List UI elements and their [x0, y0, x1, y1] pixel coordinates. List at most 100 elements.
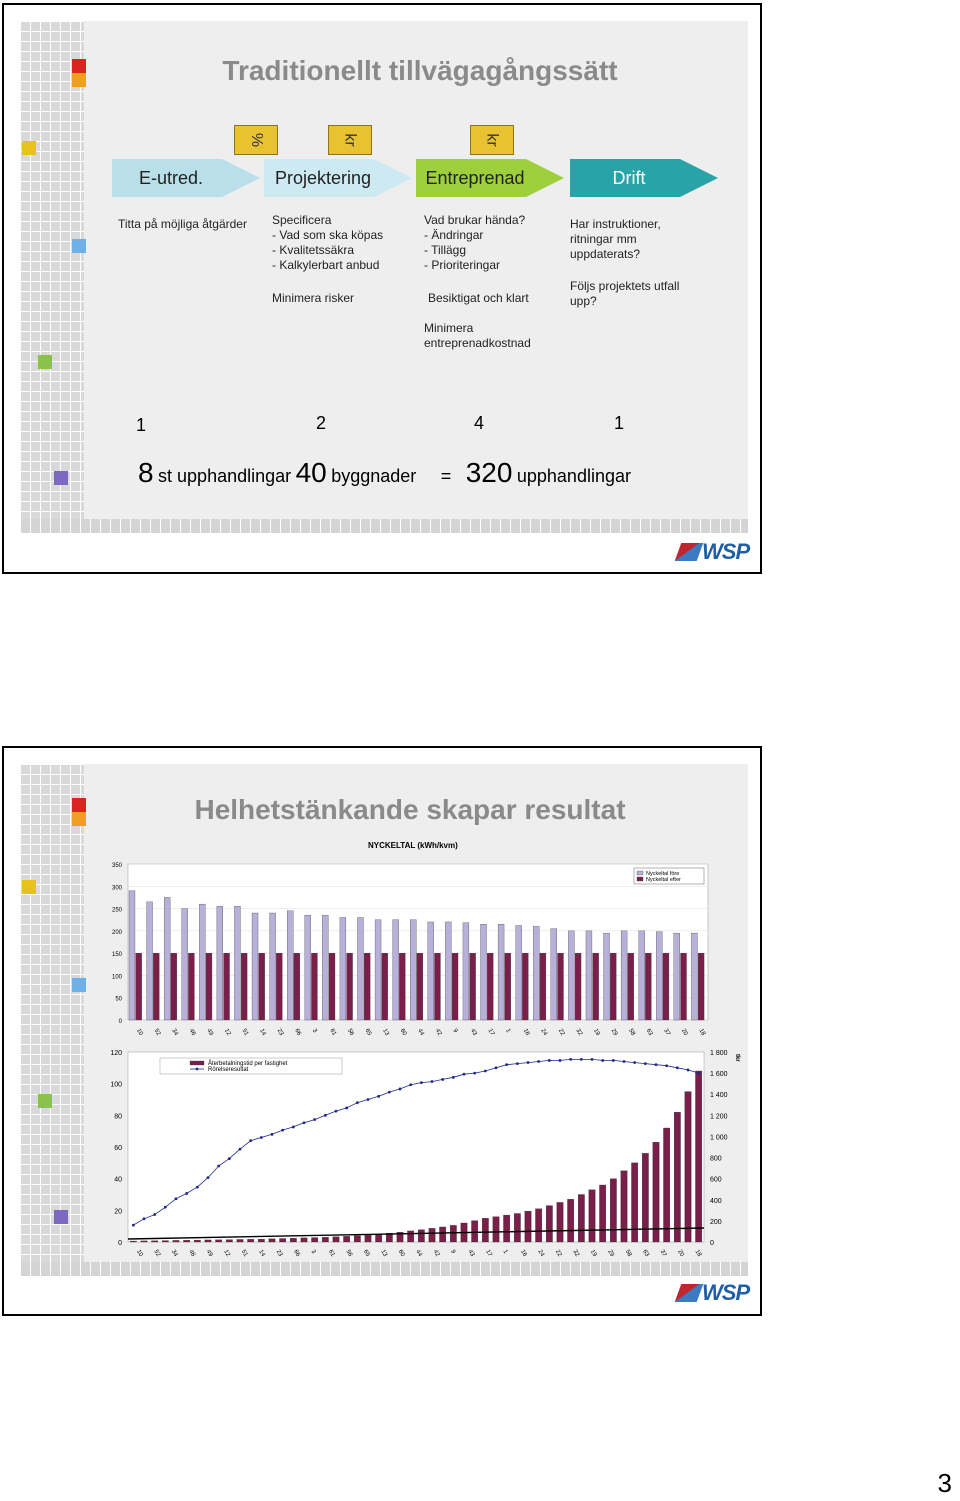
bar — [481, 1218, 489, 1243]
bar — [434, 952, 441, 1021]
percent-tag: % — [234, 125, 278, 155]
decorative-grid — [20, 21, 84, 533]
bar — [524, 1210, 532, 1243]
x-tick-label: 29 — [606, 1249, 615, 1258]
x-tick-label: 19 — [589, 1249, 598, 1258]
legend-box — [633, 867, 705, 885]
page-number: 3 — [937, 1468, 952, 1498]
x-tick-label: 23 — [276, 1028, 285, 1037]
x-tick-label: 24 — [539, 1028, 548, 1037]
bar — [522, 952, 529, 1021]
x-tick-label: 56 — [344, 1249, 353, 1258]
legend-label: Nyckeltal efter — [646, 877, 681, 883]
x-tick-label: 14 — [257, 1249, 266, 1258]
drift-text: Har instruktioner, ritningar mm uppdater… — [570, 217, 661, 261]
bar — [609, 1178, 617, 1243]
nyckeltal-chart: NYCKELTAL (kWh/kvm) 350 300 250 200 150 100 50 0… — [112, 841, 709, 1037]
bar — [599, 1184, 607, 1243]
x-tick-label: 44 — [416, 1028, 425, 1037]
bar — [515, 925, 522, 1021]
kr-tag: kr — [470, 125, 514, 155]
bar — [445, 921, 452, 1021]
x-tick-label: 46 — [187, 1249, 196, 1258]
bar — [332, 1236, 340, 1243]
y-tick-label-left: 60 — [114, 1145, 122, 1152]
bar — [513, 1213, 521, 1243]
bar — [279, 1238, 287, 1243]
bar — [161, 1240, 169, 1243]
x-tick-label: 24 — [536, 1249, 545, 1258]
slide-1-canvas: Traditionellt tillvägagångssätt % kr kr … — [20, 21, 748, 533]
x-tick-label: 22 — [554, 1249, 563, 1258]
decorative-grid-bottom — [20, 1262, 748, 1276]
x-tick-label: 19 — [592, 1028, 601, 1037]
bar — [364, 952, 371, 1021]
x-tick-label: 52 — [152, 1249, 161, 1258]
slide-1: Traditionellt tillvägagångssätt % kr kr … — [2, 3, 762, 574]
count-e-utred: 1 — [136, 415, 147, 435]
bar — [631, 1162, 639, 1243]
y-tick-label-right: 800 — [710, 1156, 722, 1163]
bar — [364, 1234, 372, 1243]
x-tick-label: 10 — [135, 1028, 144, 1037]
decorative-grid-bottom — [20, 519, 748, 533]
x-tick-label: 46 — [188, 1028, 197, 1037]
x-tick-label: 3 — [310, 1249, 317, 1255]
bar — [311, 1237, 319, 1243]
y-tick-label-right: 200 — [710, 1219, 722, 1226]
drift-followup-text: Följs projektets utfall upp? — [570, 279, 680, 308]
purple-square — [54, 1210, 68, 1224]
bar — [673, 932, 680, 1021]
eq-number: 40 — [295, 457, 327, 488]
x-tick-label: 65 — [362, 1249, 371, 1258]
y-tick-label: 200 — [112, 930, 123, 936]
orange-square — [72, 73, 86, 87]
bar — [236, 1239, 244, 1243]
y-tick-label-right: 1 800 — [710, 1050, 728, 1057]
purple-square — [54, 471, 68, 485]
x-tick-label: 17 — [484, 1249, 493, 1258]
y-tick-label-left: 20 — [114, 1208, 122, 1215]
x-tick-label: 34 — [170, 1028, 179, 1037]
bar — [188, 952, 195, 1021]
y-tick-label-right: 1 600 — [710, 1071, 728, 1078]
y-tick-label: 250 — [112, 908, 123, 914]
bar — [215, 1239, 223, 1243]
bar — [375, 1233, 383, 1243]
phase-entreprenad: Entreprenad — [416, 159, 564, 197]
blue-square — [72, 978, 86, 992]
x-tick-label: 18 — [697, 1028, 706, 1037]
plot-area — [127, 1051, 705, 1243]
right-axis-unit: tkr — [734, 1054, 740, 1062]
x-tick-label: 3 — [311, 1028, 318, 1034]
bar — [287, 910, 294, 1021]
bar — [225, 1239, 233, 1243]
bar — [695, 1070, 703, 1243]
wsp-logo: WSP — [674, 1280, 750, 1306]
bar — [550, 928, 557, 1021]
x-tick-label: 63 — [641, 1249, 650, 1258]
wsp-logo-mark — [674, 1284, 704, 1302]
bar — [691, 932, 698, 1021]
bar — [568, 930, 575, 1021]
trend-line — [127, 1227, 705, 1240]
bar — [172, 1240, 180, 1243]
bar — [146, 901, 153, 1021]
bar — [151, 1240, 159, 1243]
slide-title: Traditionellt tillvägagångssätt — [222, 55, 618, 86]
x-tick-label: 51 — [240, 1249, 249, 1258]
x-tick-label: 52 — [153, 1028, 162, 1037]
bar — [449, 1225, 457, 1243]
bar — [462, 922, 470, 1021]
red-square — [72, 59, 86, 73]
bar — [497, 924, 505, 1021]
bar — [469, 952, 476, 1021]
bar — [663, 1127, 671, 1243]
x-tick-label: 23 — [275, 1249, 284, 1258]
x-tick-label: 61 — [328, 1028, 337, 1037]
bar — [170, 952, 177, 1021]
bar — [293, 952, 300, 1021]
y-tick-label-right: 1 000 — [710, 1134, 728, 1141]
phase-projektering: Projektering — [264, 159, 412, 197]
y-tick-label-right: 400 — [710, 1198, 722, 1205]
